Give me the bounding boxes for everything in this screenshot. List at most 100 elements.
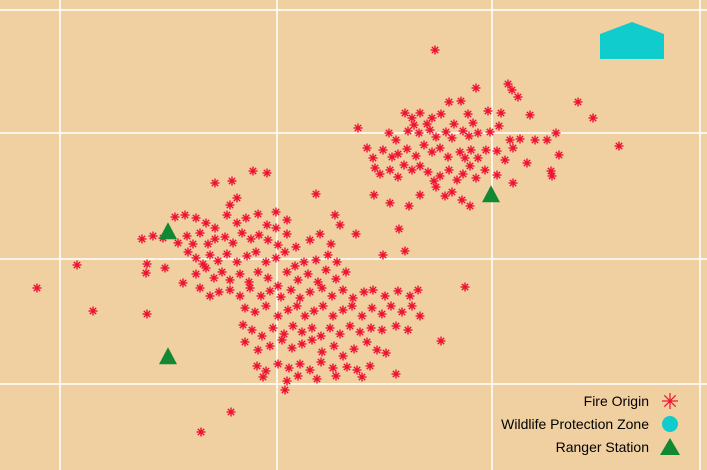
fire-origin-point xyxy=(315,229,325,239)
fire-origin-point xyxy=(282,267,292,277)
fire-origin-point xyxy=(250,307,260,317)
fire-origin-point xyxy=(332,257,342,267)
fire-origin-point xyxy=(352,365,362,375)
fire-origin-point xyxy=(573,97,583,107)
fire-origin-point xyxy=(232,193,242,203)
fire-origin-point xyxy=(530,135,540,145)
fire-origin-point xyxy=(435,171,445,181)
fire-origin-point xyxy=(393,286,403,296)
fire-origin-point xyxy=(431,132,441,142)
fire-origin-point xyxy=(242,251,252,261)
fire-origin-point xyxy=(402,144,412,154)
fire-origin-point xyxy=(355,327,365,337)
fire-origin-point xyxy=(362,337,372,347)
legend: Fire Origin Wildlife Protection Zone Ran… xyxy=(501,393,680,455)
fire-origin-point xyxy=(542,135,552,145)
fire-origin-point xyxy=(368,153,378,163)
fire-origin-point xyxy=(485,127,495,137)
fire-origin-point xyxy=(251,247,261,257)
fire-origin-point xyxy=(471,83,481,93)
fire-origin-point xyxy=(247,325,257,335)
fire-origin-point xyxy=(407,113,417,123)
fire-origin-point xyxy=(32,283,42,293)
fire-origin-point xyxy=(148,231,158,241)
fire-origin-point xyxy=(496,108,506,118)
fire-origin-point xyxy=(227,176,237,186)
fire-origin-point xyxy=(222,210,232,220)
fire-origin-point xyxy=(254,230,264,240)
fire-origin-point xyxy=(329,341,339,351)
fire-origin-point xyxy=(282,229,292,239)
fire-origin-point xyxy=(436,336,446,346)
fire-origin-point xyxy=(471,173,481,183)
fire-origin-point xyxy=(522,158,532,168)
fire-origin-point xyxy=(365,361,375,371)
fire-origin-point xyxy=(464,131,474,141)
fire-origin-point xyxy=(492,146,502,156)
fire-origin-point xyxy=(240,303,250,313)
ranger-station-point xyxy=(159,222,177,240)
legend-label-fire-origin: Fire Origin xyxy=(584,393,649,409)
fire-origin-point xyxy=(273,281,283,291)
fire-origin-point xyxy=(299,257,309,267)
fire-origin-point xyxy=(425,125,435,135)
fire-origin-point xyxy=(291,242,301,252)
fire-origin-point xyxy=(276,292,286,302)
fire-origin-point xyxy=(217,267,227,277)
fire-origin-point xyxy=(297,339,307,349)
pentagon-icon[interactable] xyxy=(600,22,664,59)
fire-origin-point xyxy=(399,160,409,170)
fire-origin-point xyxy=(141,268,151,278)
fire-origin-point xyxy=(384,128,394,138)
fire-origin-point xyxy=(253,345,263,355)
fire-origin-point xyxy=(297,327,307,337)
fire-origin-point xyxy=(170,212,180,222)
fire-origin-point xyxy=(407,165,417,175)
fire-origin-point xyxy=(328,363,338,373)
fire-origin-point xyxy=(268,323,278,333)
fire-origin-point xyxy=(351,229,361,239)
fire-origin-point xyxy=(508,178,518,188)
fire-origin-point xyxy=(515,134,525,144)
fire-origin-point xyxy=(261,301,271,311)
fire-origin-point xyxy=(508,143,518,153)
fire-origin-point xyxy=(261,257,271,267)
fire-origin-point xyxy=(393,149,403,159)
fire-origin-point xyxy=(262,168,272,178)
fire-origin-point xyxy=(507,85,517,95)
fire-origin-point xyxy=(404,201,414,211)
fire-origin-point xyxy=(465,201,475,211)
fire-origin-point xyxy=(427,113,437,123)
fire-origin-point xyxy=(290,261,300,271)
fire-origin-point xyxy=(318,301,328,311)
legend-label-wildlife-zone: Wildlife Protection Zone xyxy=(501,416,649,432)
fire-origin-point xyxy=(447,187,457,197)
fire-origin-point xyxy=(335,329,345,339)
fire-origin-point xyxy=(327,291,337,301)
fire-origin-point xyxy=(232,218,242,228)
fire-origin-point xyxy=(391,135,401,145)
asterisk-icon xyxy=(662,393,678,409)
fire-origin-point xyxy=(368,285,378,295)
fire-origin-point xyxy=(210,234,220,244)
fire-origin-point xyxy=(458,169,468,179)
fire-origin-point xyxy=(160,263,170,273)
fire-origin-point xyxy=(359,287,369,297)
fire-origin-point xyxy=(210,178,220,188)
fire-origin-point xyxy=(262,220,272,230)
fire-origin-point xyxy=(273,359,283,369)
fire-origin-point xyxy=(316,357,326,367)
fire-origin-point xyxy=(415,190,425,200)
fire-origin-point xyxy=(201,218,211,228)
fire-origin-point xyxy=(547,171,557,181)
fire-origin-point xyxy=(312,374,322,384)
fire-origin-point xyxy=(411,151,421,161)
fire-origin-point xyxy=(225,285,235,295)
fire-origin-point xyxy=(372,345,382,355)
fire-origin-point xyxy=(317,347,327,357)
fire-origin-point xyxy=(377,309,387,319)
fire-origin-point xyxy=(142,309,152,319)
fire-origin-point xyxy=(280,385,290,395)
fire-origin-point xyxy=(440,191,450,201)
